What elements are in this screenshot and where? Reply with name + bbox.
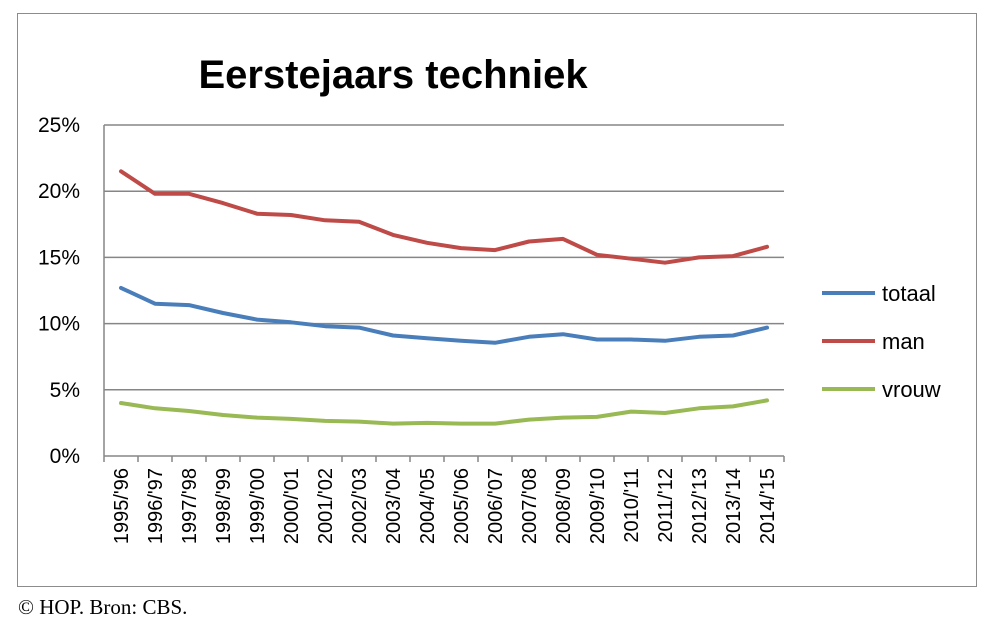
x-tick-label: 1998/'99 (213, 468, 235, 544)
x-tick-label: 2004/'05 (417, 468, 439, 544)
x-tick-label: 2006/'07 (485, 468, 507, 544)
legend-label-totaal: totaal (882, 281, 936, 306)
x-tick-label: 2014/'15 (757, 468, 779, 544)
x-tick-label: 2003/'04 (383, 468, 405, 544)
y-tick-label: 10% (38, 313, 80, 336)
x-tick-label: 2001/'02 (315, 468, 337, 544)
x-tick-label: 2007/'08 (519, 468, 541, 544)
x-tick-label: 2008/'09 (553, 468, 575, 544)
series-line-totaal (119, 285, 769, 345)
y-tick-label: 5% (50, 379, 80, 402)
legend-label-vrouw: vrouw (882, 377, 941, 402)
axes (103, 125, 785, 462)
x-tick-labels: 1995/'96 1996/'97 1997/'98 1998/'99 1999/'00… (111, 468, 779, 544)
x-tick-label: 2012/'13 (689, 468, 711, 544)
y-tick-labels: 0% 5% 10% 15% 20% 25% (38, 114, 80, 468)
y-tick-label: 20% (38, 180, 80, 203)
x-tick-label: 2009/'10 (587, 468, 609, 544)
x-tick-label: 2013/'14 (723, 468, 745, 544)
source-credit: © HOP. Bron: CBS. (18, 595, 188, 619)
chart-title: Eerstejaars techniek (198, 53, 588, 97)
series-lines (119, 169, 769, 426)
x-tick-label: 1997/'98 (179, 468, 201, 544)
series-line-man (119, 169, 769, 265)
chart-frame (17, 13, 977, 587)
y-tick-label: 15% (38, 246, 80, 269)
y-tick-label: 25% (38, 114, 80, 137)
x-tick-label: 2002/'03 (349, 468, 371, 544)
x-tick-label: 2011/'12 (655, 468, 677, 543)
series-line-vrouw (119, 398, 769, 426)
x-tick-label: 1999/'00 (247, 468, 269, 544)
x-tick-label: 2010/'11 (621, 468, 643, 543)
y-tick-label: 0% (50, 445, 80, 468)
legend: totaal man vrouw (822, 281, 941, 402)
x-tick-label: 2000/'01 (281, 468, 303, 544)
legend-label-man: man (882, 329, 925, 354)
gridlines (104, 124, 784, 391)
x-tick-label: 1996/'97 (145, 468, 167, 544)
x-tick-label: 1995/'96 (111, 468, 133, 544)
x-tick-label: 2005/'06 (451, 468, 473, 544)
